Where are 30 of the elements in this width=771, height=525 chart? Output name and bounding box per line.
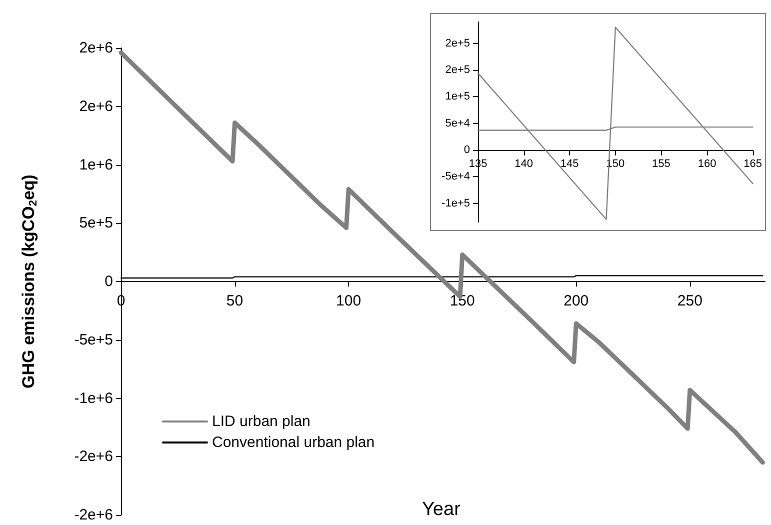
y-tick-label: 2e+5 xyxy=(445,64,470,76)
x-tick-label: 50 xyxy=(226,292,244,310)
legend-label: Conventional urban plan xyxy=(212,434,375,451)
x-axis-title: Year xyxy=(422,499,462,520)
y-tick-label: 0 xyxy=(104,273,113,290)
y-tick-label: 1e+5 xyxy=(445,90,470,103)
legend-label: LID urban plan xyxy=(212,413,310,430)
y-tick-label: 0 xyxy=(464,144,470,156)
y-tick-label: 2e+6 xyxy=(79,40,113,56)
x-tick-label: 200 xyxy=(564,292,589,310)
y-tick-label: -1e+5 xyxy=(442,197,470,210)
x-tick-label: 145 xyxy=(560,158,579,170)
y-axis-title: GHG emissions (kgCO2eq) xyxy=(19,174,40,388)
x-tick-label: 160 xyxy=(698,158,716,170)
y-tick-label: 5e+5 xyxy=(79,214,113,232)
y-tick-label: -5e+5 xyxy=(74,331,113,348)
x-tick-label: 155 xyxy=(652,158,670,170)
x-tick-label: 140 xyxy=(514,158,533,170)
y-tick-label: 2e+6 xyxy=(79,98,113,115)
y-tick-label: -2e+6 xyxy=(74,448,113,466)
y-tick-label: -5e+4 xyxy=(442,170,470,183)
y-tick-label: -2e+6 xyxy=(74,506,113,524)
y-tick-label: 1e+6 xyxy=(79,156,113,174)
y-tick-label: 5e+4 xyxy=(445,117,470,130)
x-tick-label: 100 xyxy=(336,292,362,310)
y-tick-label: 2e+5 xyxy=(445,37,470,50)
line-series xyxy=(118,50,765,465)
x-tick-label: 165 xyxy=(744,158,762,170)
x-tick-label: 250 xyxy=(677,292,702,310)
y-tick-label: -1e+6 xyxy=(74,390,113,407)
